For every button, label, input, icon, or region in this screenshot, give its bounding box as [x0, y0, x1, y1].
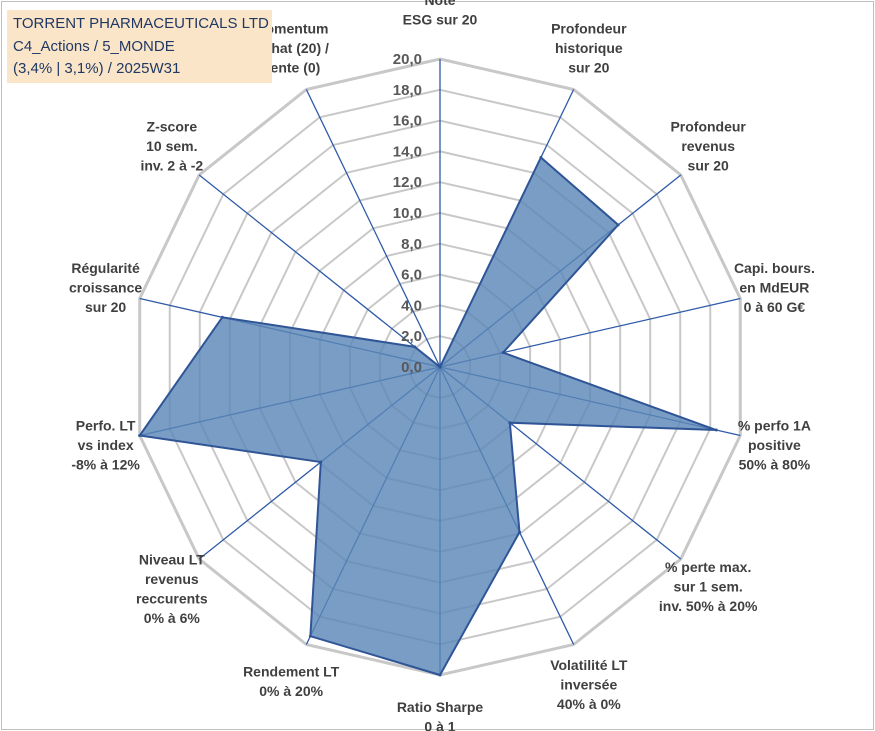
axis-label: 10 sem.	[146, 138, 197, 154]
axis-label: revenus	[145, 571, 199, 587]
axis-label: inv. 50% à 20%	[659, 598, 758, 614]
tick-label: 0,0	[401, 359, 422, 376]
chart-header: TORRENT PHARMACEUTICALS LTD C4_Actions /…	[7, 10, 272, 83]
axis-label: Achat (20) /	[253, 40, 329, 56]
tick-label: 10,0	[393, 205, 422, 222]
axis-label: Perfo. LT	[76, 417, 136, 433]
axis-label: -8% à 12%	[71, 456, 140, 472]
axis-labels: Note ESG sur 20 Profondeur historique sur 20…	[69, 0, 815, 731]
axis-label: en MdEUR	[739, 280, 809, 296]
tick-label: 8,0	[401, 236, 422, 253]
tick-label: 16,0	[393, 113, 422, 130]
axis-label: Volatilité LT	[550, 657, 628, 673]
axis-label: sur 1 sem.	[674, 578, 743, 594]
data-point	[438, 365, 442, 369]
axis-label: Momentum	[254, 20, 329, 36]
tick-label: 18,0	[393, 82, 422, 99]
axis-label: inv. 2 à -2	[140, 158, 203, 174]
axis-label: Note	[424, 0, 455, 8]
tick-label: 2,0	[401, 328, 422, 345]
tick-label: 4,0	[401, 297, 422, 314]
series-area	[137, 155, 717, 677]
axis-label: 0 à 1	[424, 719, 455, 731]
axis-label: croissance	[69, 280, 142, 296]
tick-label: 6,0	[401, 267, 422, 284]
axis-label: Profondeur	[551, 20, 627, 36]
axis-label: 0% à 20%	[259, 683, 323, 699]
axis-label: 40% à 0%	[557, 696, 621, 712]
axis-label: Profondeur	[670, 119, 746, 135]
data-point	[539, 155, 543, 159]
period-label: (3,4% | 3,1%) / 2025W31	[13, 60, 181, 77]
axis-label: Vente (0)	[262, 59, 320, 75]
tick-label: 20,0	[393, 51, 422, 68]
tick-labels: 0,0 2,0 4,0 6,0 8,0 10,0 12,0 14,0 16,0 18,0 20,0	[393, 51, 422, 376]
axis-label: 50% à 80%	[739, 456, 811, 472]
series-layer	[137, 155, 718, 677]
axis-label: 0% à 6%	[144, 610, 201, 626]
tick-label: 14,0	[393, 143, 422, 160]
axis-label: Régularité	[71, 260, 140, 276]
axis-label: % perte max.	[665, 559, 751, 575]
axis-label: reccurents	[136, 590, 208, 606]
data-point	[413, 345, 417, 349]
category-label: C4_Actions / 5_MONDE	[13, 37, 175, 55]
data-point	[438, 673, 442, 677]
axis-label: Z-score	[147, 119, 198, 135]
data-point	[616, 223, 620, 227]
axis-spoke	[198, 174, 441, 368]
axis-label: Ratio Sharpe	[397, 699, 484, 715]
tick-label: 12,0	[393, 174, 422, 191]
company-name: TORRENT PHARMACEUTICALS LTD	[13, 15, 269, 32]
axis-label: positive	[748, 437, 801, 453]
data-point	[220, 315, 224, 319]
axis-label: sur 20	[568, 59, 609, 75]
axis-label: vs index	[78, 437, 134, 453]
axis-label: 0 à 60 G€	[744, 299, 806, 315]
axis-label: % perfo 1A	[738, 417, 811, 433]
axis-label: inversée	[560, 677, 617, 693]
axis-label: revenus	[681, 138, 735, 154]
data-point	[501, 351, 505, 355]
data-point	[319, 460, 323, 464]
axis-label: Rendement LT	[243, 664, 340, 680]
data-point	[138, 434, 142, 438]
data-point	[518, 530, 522, 534]
axis-label: sur 20	[688, 158, 729, 174]
axis-label: sur 20	[85, 299, 126, 315]
data-point	[508, 421, 512, 425]
axis-label: historique	[555, 40, 623, 56]
axis-label: Niveau LT	[139, 551, 205, 567]
data-point	[308, 634, 312, 638]
axis-label: ESG sur 20	[403, 12, 478, 28]
data-point	[714, 428, 718, 432]
axis-label: Capi. bours.	[734, 260, 815, 276]
axis-spoke	[305, 89, 441, 368]
